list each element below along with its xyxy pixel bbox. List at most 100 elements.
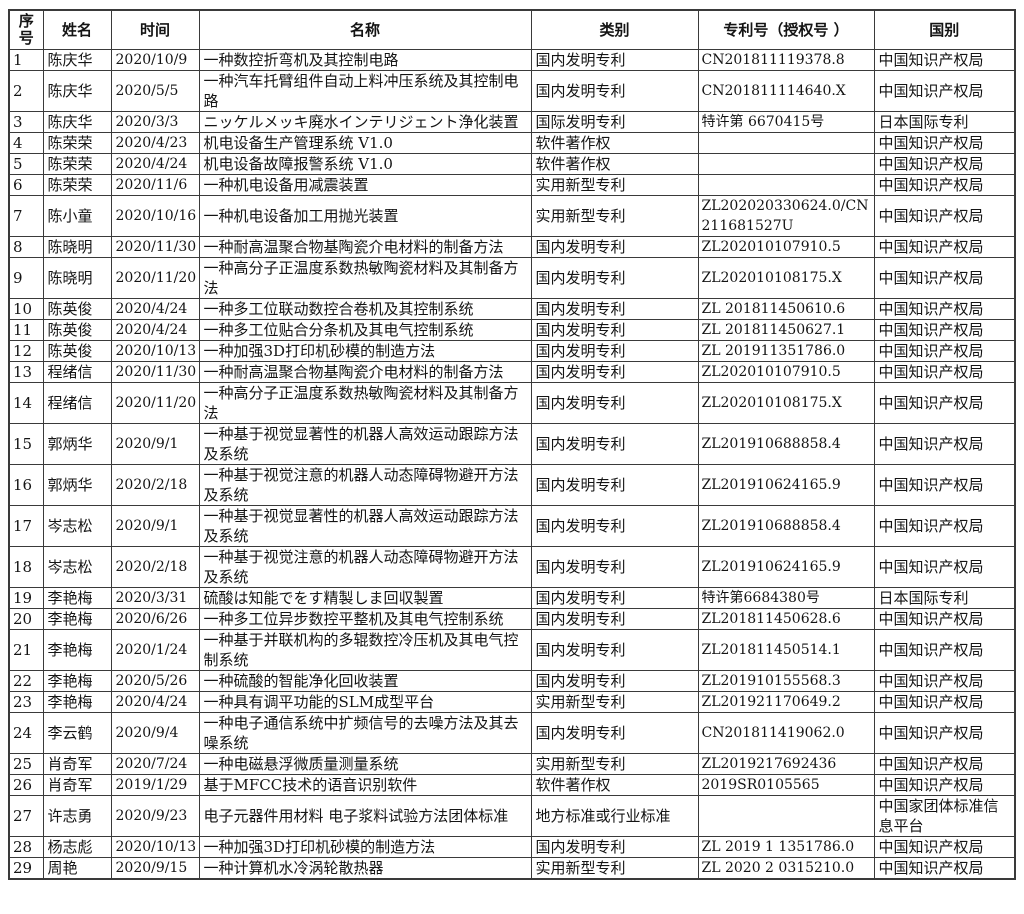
cell-date: 2020/4/24 bbox=[110, 691, 200, 713]
cell-category: 国内发明专利 bbox=[530, 361, 699, 383]
cell-date: 2020/4/24 bbox=[110, 153, 200, 175]
cell-patent_no: CN201811114640.X bbox=[697, 70, 875, 112]
cell-country: 中国知识产权局 bbox=[873, 691, 1016, 713]
cell-category: 国内发明专利 bbox=[530, 70, 699, 112]
column-header-patent_no: 专利号（授权号 ） bbox=[697, 9, 875, 50]
cell-name: 陈英俊 bbox=[42, 340, 112, 362]
cell-title: 机电设备故障报警系统 V1.0 bbox=[198, 153, 532, 175]
cell-name: 肖奇军 bbox=[42, 774, 112, 796]
cell-country: 中国知识产权局 bbox=[873, 257, 1016, 299]
cell-date: 2020/11/20 bbox=[110, 382, 200, 424]
cell-no: 23 bbox=[8, 691, 44, 713]
cell-name: 李艳梅 bbox=[42, 608, 112, 630]
table-row: 22 李艳梅 2020/5/26 一种硫酸的智能净化回收装置 国内发明专利 ZL20191… bbox=[8, 670, 1016, 692]
cell-patent_no: ZL202010107910.5 bbox=[697, 361, 875, 383]
cell-category: 国内发明专利 bbox=[530, 464, 699, 506]
cell-title: 一种多工位贴合分条机及其电气控制系统 bbox=[198, 319, 532, 341]
cell-date: 2020/5/26 bbox=[110, 670, 200, 692]
cell-country: 中国知识产权局 bbox=[873, 836, 1016, 858]
table-row: 26 肖奇军 2019/1/29 基于MFCC技术的语音识别软件 软件著作权 2019SR… bbox=[8, 774, 1016, 796]
table-row: 28 杨志彪 2020/10/13 一种加强3D打印机砂模的制造方法 国内发明专利 ZL … bbox=[8, 836, 1016, 858]
cell-name: 陈荣荣 bbox=[42, 153, 112, 175]
table-row: 25 肖奇军 2020/7/24 一种电磁悬浮微质量测量系统 实用新型专利 ZL20192… bbox=[8, 753, 1016, 775]
cell-date: 2020/6/26 bbox=[110, 608, 200, 630]
cell-name: 李艳梅 bbox=[42, 670, 112, 692]
cell-date: 2020/4/23 bbox=[110, 132, 200, 154]
cell-title: 一种加强3D打印机砂模的制造方法 bbox=[198, 340, 532, 362]
table-header: 序号 姓名 时间 名称 类别 专利号（授权号 ）国别 bbox=[8, 9, 1016, 50]
cell-patent_no bbox=[697, 795, 875, 837]
table-row: 20 李艳梅 2020/6/26 一种多工位异步数控平整机及其电气控制系统 国内发明专利… bbox=[8, 608, 1016, 630]
header-row: 序号 姓名 时间 名称 类别 专利号（授权号 ）国别 bbox=[8, 9, 1016, 50]
cell-patent_no: ZL 2019 1 1351786.0 bbox=[697, 836, 875, 858]
cell-patent_no: ZL201921170649.2 bbox=[697, 691, 875, 713]
cell-patent_no: ZL202020330624.0/CN211681527U bbox=[697, 195, 875, 237]
cell-date: 2020/1/24 bbox=[110, 629, 200, 671]
column-header-country: 国别 bbox=[873, 9, 1016, 50]
cell-country: 中国知识产权局 bbox=[873, 70, 1016, 112]
cell-date: 2020/3/3 bbox=[110, 111, 200, 133]
cell-category: 软件著作权 bbox=[530, 153, 699, 175]
cell-date: 2020/3/31 bbox=[110, 587, 200, 609]
cell-name: 岑志松 bbox=[42, 505, 112, 547]
cell-category: 国内发明专利 bbox=[530, 423, 699, 465]
cell-country: 中国知识产权局 bbox=[873, 505, 1016, 547]
cell-title: 一种基于视觉注意的机器人动态障碍物避开方法及系统 bbox=[198, 546, 532, 588]
cell-patent_no: ZL 201811450627.1 bbox=[697, 319, 875, 341]
cell-no: 7 bbox=[8, 195, 44, 237]
cell-no: 3 bbox=[8, 111, 44, 133]
table-row: 10 陈英俊 2020/4/24 一种多工位联动数控合卷机及其控制系统 国内发明专利 ZL… bbox=[8, 298, 1016, 320]
table-row: 6 陈荣荣 2020/11/6 一种机电设备用减震装置 实用新型专利 中国知识产权局 bbox=[8, 174, 1016, 196]
cell-category: 国内发明专利 bbox=[530, 629, 699, 671]
cell-name: 李云鹤 bbox=[42, 712, 112, 754]
cell-name: 李艳梅 bbox=[42, 629, 112, 671]
cell-patent_no: ZL201811450628.6 bbox=[697, 608, 875, 630]
cell-country: 中国知识产权局 bbox=[873, 753, 1016, 775]
cell-title: 一种机电设备用减震装置 bbox=[198, 174, 532, 196]
cell-patent_no bbox=[697, 153, 875, 175]
cell-category: 实用新型专利 bbox=[530, 174, 699, 196]
cell-patent_no: ZL 201811450610.6 bbox=[697, 298, 875, 320]
cell-date: 2019/1/29 bbox=[110, 774, 200, 796]
cell-country: 中国知识产权局 bbox=[873, 236, 1016, 258]
cell-country: 中国知识产权局 bbox=[873, 298, 1016, 320]
table-body: 1 陈庆华 2020/10/9 一种数控折弯机及其控制电路 国内发明专利 CN201811… bbox=[8, 49, 1016, 880]
cell-date: 2020/11/20 bbox=[110, 257, 200, 299]
cell-patent_no: ZL2019217692436 bbox=[697, 753, 875, 775]
cell-no: 5 bbox=[8, 153, 44, 175]
cell-title: 基于MFCC技术的语音识别软件 bbox=[198, 774, 532, 796]
cell-date: 2020/9/4 bbox=[110, 712, 200, 754]
table-row: 13 程绪信 2020/11/30 一种耐高温聚合物基陶瓷介电材料的制备方法 国内发明专… bbox=[8, 361, 1016, 383]
cell-date: 2020/11/30 bbox=[110, 236, 200, 258]
table-row: 3 陈庆华 2020/3/3 ニッケルメッキ廃水インテリジェント浄化装置 国际发明专利特… bbox=[8, 111, 1016, 133]
cell-name: 陈庆华 bbox=[42, 111, 112, 133]
cell-patent_no: 特许第6684380号 bbox=[697, 587, 875, 609]
cell-patent_no: ZL202010108175.X bbox=[697, 257, 875, 299]
cell-title: 一种电磁悬浮微质量测量系统 bbox=[198, 753, 532, 775]
cell-no: 11 bbox=[8, 319, 44, 341]
cell-country: 中国家团体标准信息平台 bbox=[873, 795, 1016, 837]
cell-country: 中国知识产权局 bbox=[873, 464, 1016, 506]
cell-name: 陈荣荣 bbox=[42, 174, 112, 196]
cell-category: 国内发明专利 bbox=[530, 236, 699, 258]
cell-no: 4 bbox=[8, 132, 44, 154]
table-row: 4 陈荣荣 2020/4/23 机电设备生产管理系统 V1.0 软件著作权 中国知识产权局 bbox=[8, 132, 1016, 154]
cell-category: 实用新型专利 bbox=[530, 753, 699, 775]
cell-patent_no: ZL201910624165.9 bbox=[697, 546, 875, 588]
cell-no: 14 bbox=[8, 382, 44, 424]
cell-patent_no: ZL201910688858.4 bbox=[697, 423, 875, 465]
cell-name: 陈英俊 bbox=[42, 319, 112, 341]
table-row: 1 陈庆华 2020/10/9 一种数控折弯机及其控制电路 国内发明专利 CN201811… bbox=[8, 49, 1016, 71]
cell-date: 2020/11/6 bbox=[110, 174, 200, 196]
table-row: 14 程绪信 2020/11/20 一种高分子正温度系数热敏陶瓷材料及其制备方法 国内发… bbox=[8, 382, 1016, 424]
table-row: 29 周艳 2020/9/15 一种计算机水冷涡轮散热器 实用新型专利 ZL 2020 2… bbox=[8, 857, 1016, 880]
cell-title: 一种具有调平功能的SLM成型平台 bbox=[198, 691, 532, 713]
cell-name: 陈庆华 bbox=[42, 49, 112, 71]
cell-name: 程绪信 bbox=[42, 361, 112, 383]
column-header-name: 姓名 bbox=[42, 9, 112, 50]
cell-title: 一种机电设备加工用抛光装置 bbox=[198, 195, 532, 237]
cell-name: 岑志松 bbox=[42, 546, 112, 588]
cell-title: 机电设备生产管理系统 V1.0 bbox=[198, 132, 532, 154]
cell-title: 电子元器件用材料 电子浆料试验方法团体标准 bbox=[198, 795, 532, 837]
cell-title: 一种高分子正温度系数热敏陶瓷材料及其制备方法 bbox=[198, 257, 532, 299]
